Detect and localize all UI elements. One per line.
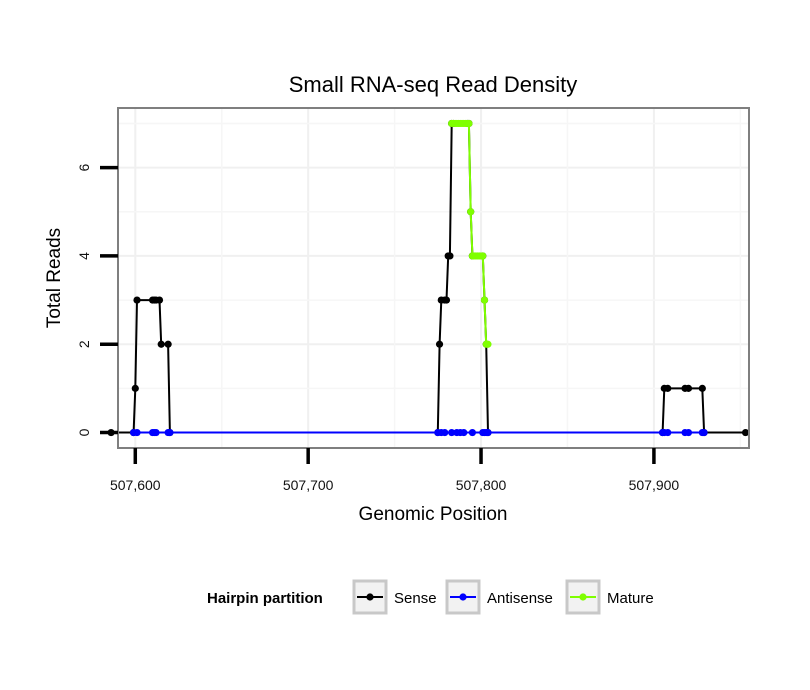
series-mature	[448, 119, 492, 348]
y-tick-label: 2	[76, 340, 92, 348]
legend-key-point	[579, 593, 587, 601]
data-point-sense	[435, 340, 444, 348]
y-tick-label: 6	[76, 164, 92, 172]
series-antisense	[129, 428, 708, 437]
legend-label: Antisense	[487, 590, 553, 607]
data-point-mature	[480, 296, 489, 304]
grid-major	[118, 108, 749, 448]
data-point-antisense	[664, 428, 672, 437]
data-point-sense	[157, 340, 165, 348]
data-point-sense	[741, 428, 750, 437]
data-point-antisense	[684, 428, 693, 437]
data-point-mature	[465, 119, 473, 128]
series-line-mature	[451, 122, 488, 346]
x-axis-title: Genomic Position	[359, 504, 508, 525]
x-tick-label: 507,800	[456, 477, 507, 493]
data-point-antisense	[152, 428, 160, 437]
data-point-antisense	[460, 428, 468, 437]
legend-item-antisense: Antisense	[445, 579, 553, 615]
data-point-sense	[684, 384, 693, 392]
plot-panel-border	[117, 107, 750, 449]
grid-minor	[118, 108, 749, 448]
x-tick-label: 507,700	[283, 477, 334, 493]
legend-key-point	[366, 593, 374, 601]
data-point-antisense	[133, 428, 141, 437]
chart-title: Small RNA-seq Read Density	[289, 72, 578, 97]
data-point-sense	[698, 384, 706, 392]
data-point-sense	[664, 384, 672, 392]
y-tick-label: 4	[76, 252, 92, 260]
data-point-mature	[484, 340, 492, 348]
legend-item-sense: Sense	[352, 579, 437, 615]
legend-key-point	[459, 593, 467, 601]
y-axis-ticks: 0 2 4 6	[76, 164, 118, 436]
data-point-mature	[479, 252, 487, 260]
data-point-antisense	[700, 428, 708, 437]
legend-label: Mature	[607, 590, 654, 607]
x-tick-label: 507,600	[110, 477, 161, 493]
data-point-sense	[155, 296, 164, 304]
legend: Hairpin partition Sense Antisense Mature	[207, 579, 654, 615]
data-point-sense	[442, 296, 451, 304]
x-tick-label: 507,900	[629, 477, 680, 493]
data-point-sense	[133, 296, 141, 304]
x-axis-ticks: 507,600 507,700 507,800 507,900	[110, 448, 679, 493]
legend-item-mature: Mature	[565, 579, 654, 615]
data-point-antisense	[468, 428, 476, 437]
data-point-antisense	[166, 428, 174, 437]
legend-entries: Sense Antisense Mature	[352, 579, 654, 615]
data-point-mature	[467, 208, 475, 216]
series-layer	[107, 119, 750, 437]
data-point-antisense	[484, 428, 492, 437]
data-point-antisense	[448, 428, 456, 437]
data-point-antisense	[441, 428, 449, 437]
data-point-sense	[164, 340, 172, 348]
series-line-sense	[111, 122, 746, 434]
data-point-sense	[446, 252, 454, 260]
y-axis-title: Total Reads	[44, 228, 65, 328]
legend-title: Hairpin partition	[207, 590, 323, 607]
legend-label: Sense	[394, 590, 437, 607]
y-tick-label: 0	[76, 428, 92, 436]
data-point-sense	[131, 384, 139, 392]
